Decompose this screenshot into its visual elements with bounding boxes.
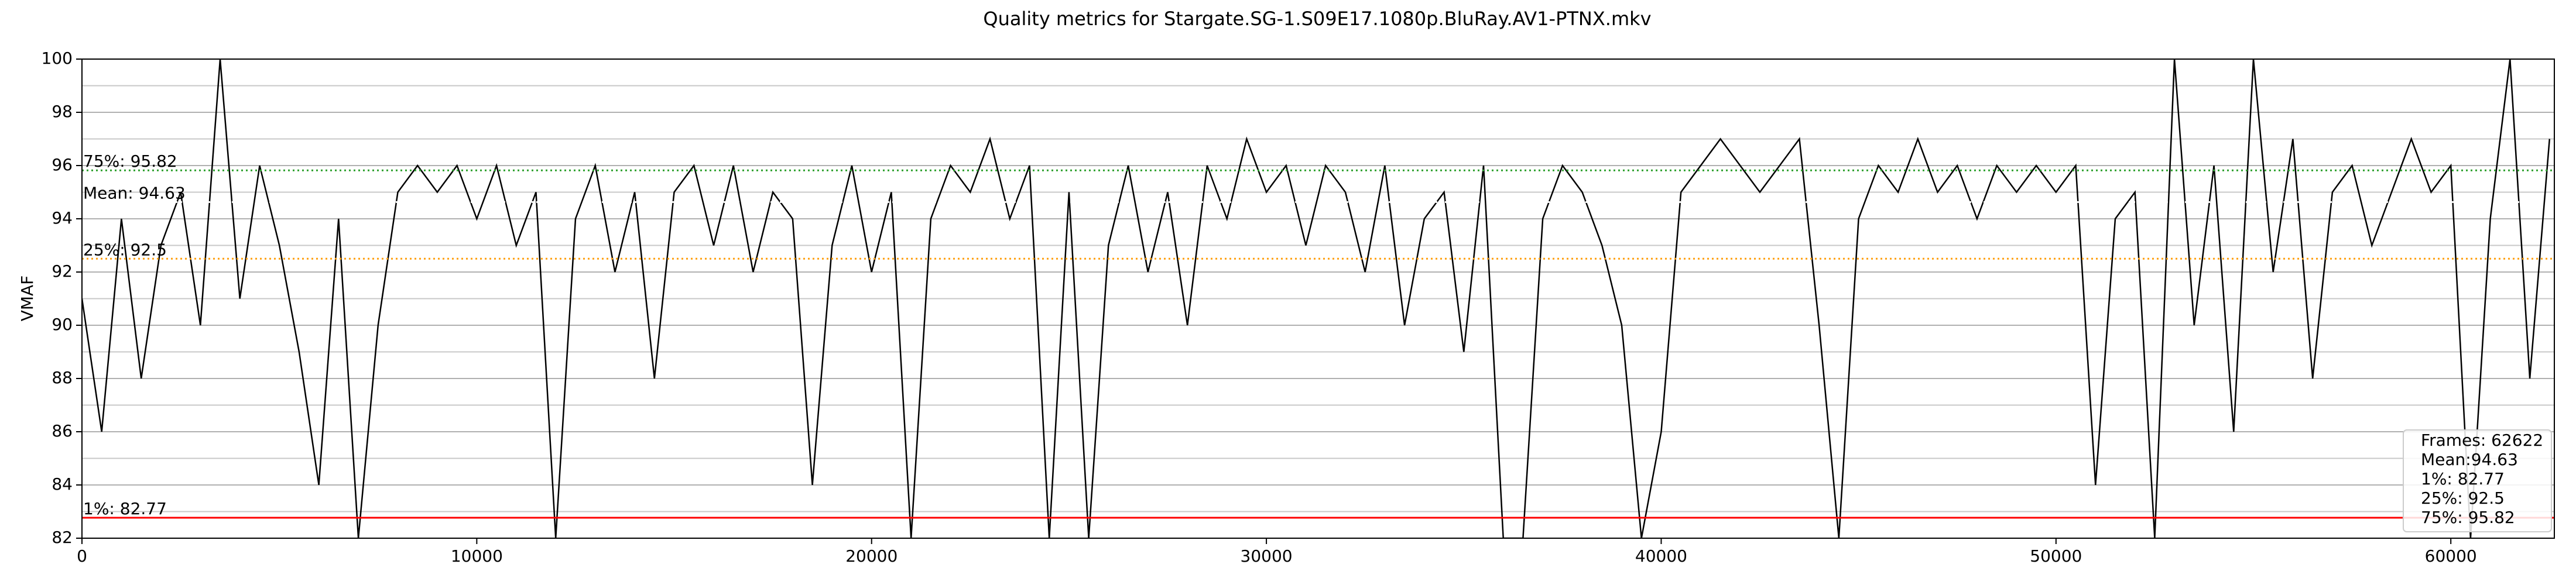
x-tick-label: 10000 bbox=[451, 546, 503, 566]
x-tick-label: 40000 bbox=[1635, 546, 1687, 566]
y-tick-label: 88 bbox=[52, 368, 73, 387]
x-tick-label: 60000 bbox=[2425, 546, 2477, 566]
chart-title: Quality metrics for Stargate.SG-1.S09E17… bbox=[983, 8, 1651, 30]
x-tick-label: 0 bbox=[77, 546, 87, 566]
y-tick-label: 98 bbox=[52, 102, 73, 121]
reference-label: 25%: 92.5 bbox=[83, 240, 167, 259]
y-axis-label: VMAF bbox=[18, 276, 37, 322]
stats-text: Mean:94.63 bbox=[2421, 450, 2518, 469]
y-tick-label: 84 bbox=[52, 474, 73, 494]
x-tick-label: 50000 bbox=[2030, 546, 2082, 566]
y-tick-label: 92 bbox=[52, 261, 73, 281]
reference-label: 75%: 95.82 bbox=[83, 152, 177, 171]
y-tick-label: 82 bbox=[52, 528, 73, 547]
stats-text: 25%: 92.5 bbox=[2421, 488, 2505, 508]
y-tick-label: 86 bbox=[52, 421, 73, 441]
y-tick-label: 94 bbox=[52, 208, 73, 228]
x-tick-label: 20000 bbox=[845, 546, 898, 566]
stats-text: 75%: 95.82 bbox=[2421, 508, 2515, 527]
reference-label: Mean: 94.63 bbox=[83, 183, 186, 202]
stats-text: 1%: 82.77 bbox=[2421, 469, 2505, 488]
vmaf-line bbox=[82, 59, 2551, 538]
reference-label: 1%: 82.77 bbox=[83, 499, 167, 518]
stats-box bbox=[2403, 429, 2552, 532]
frame bbox=[81, 58, 2555, 539]
stats-text: Frames: 62622 bbox=[2421, 431, 2543, 450]
y-tick-label: 96 bbox=[52, 155, 73, 174]
x-tick-label: 30000 bbox=[1241, 546, 1293, 566]
y-tick-label: 100 bbox=[42, 49, 73, 68]
y-tick-label: 90 bbox=[52, 315, 73, 334]
